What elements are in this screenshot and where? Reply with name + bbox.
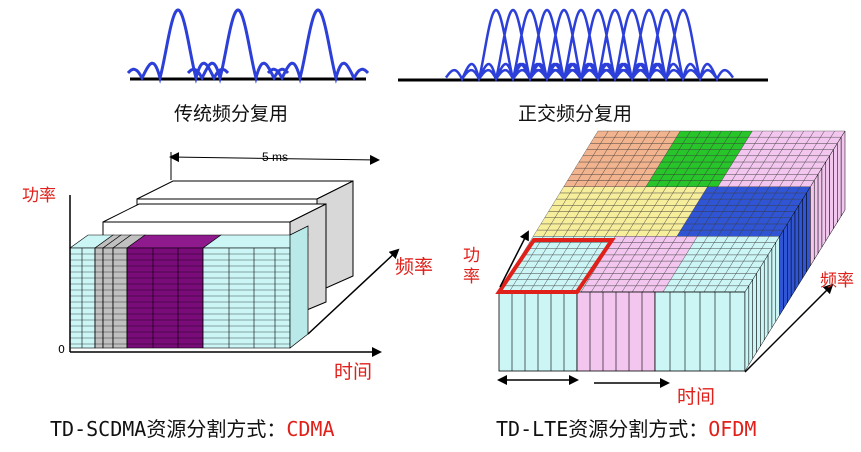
cdma-code-segment [112, 247, 128, 349]
cdma-frequency-label: 频率 [395, 256, 434, 278]
ofdm-subcarrier-curves [444, 8, 735, 82]
cdma-caption: TD-SCDMA资源分割方式：CDMA [50, 413, 335, 442]
ofdm-caption-prefix: TD-LTE资源分割方式： [496, 417, 709, 441]
cdma-code-segment [202, 247, 291, 349]
ofdm-power-label: 功 率 [463, 246, 480, 287]
fdm-subcarrier-curves [126, 8, 370, 84]
fdm-spectrum [126, 8, 370, 84]
ofdm-spectrum [398, 8, 768, 82]
ofdm-front-face [498, 291, 746, 372]
ofdm-caption-method: OFDM [708, 417, 757, 441]
cdma-caption-prefix: TD-SCDMA资源分割方式： [50, 417, 287, 441]
cdma-duration-label: 5 ms [262, 150, 289, 164]
ofdm-highlighted-resource-block [495, 238, 616, 294]
fdm-caption: 传统频分复用 [174, 103, 289, 125]
cdma-code-segment [102, 247, 114, 349]
ofdm-diagram [495, 130, 846, 388]
ofdm-time-label: 时间 [677, 386, 716, 408]
cdma-code-segment [94, 247, 104, 349]
cdma-caption-method: CDMA [286, 417, 335, 441]
cdma-origin-label: 0 [58, 343, 65, 356]
cdma-code-segment [69, 247, 96, 349]
ofdm-caption: 正交频分复用 [518, 103, 633, 125]
ofdm-frequency-arrow [744, 283, 834, 373]
cdma-frequency-axis [307, 248, 400, 335]
ofdm-caption: TD-LTE资源分割方式：OFDM [496, 413, 756, 442]
cdma-power-label: 功率 [22, 186, 56, 206]
cdma-front-block-side [289, 225, 309, 349]
cdma-time-label: 时间 [334, 361, 373, 383]
ofdm-power-arrow [499, 230, 529, 288]
ofdm-right-side [744, 130, 846, 372]
cdma-diagram [69, 152, 400, 357]
cdma-front-block-face [69, 247, 291, 349]
cdma-duration-arrow [169, 152, 380, 165]
ofdm-frequency-label: 频率 [820, 271, 854, 291]
cdma-code-segment [126, 247, 204, 349]
cdma-front-block-top [69, 234, 309, 249]
